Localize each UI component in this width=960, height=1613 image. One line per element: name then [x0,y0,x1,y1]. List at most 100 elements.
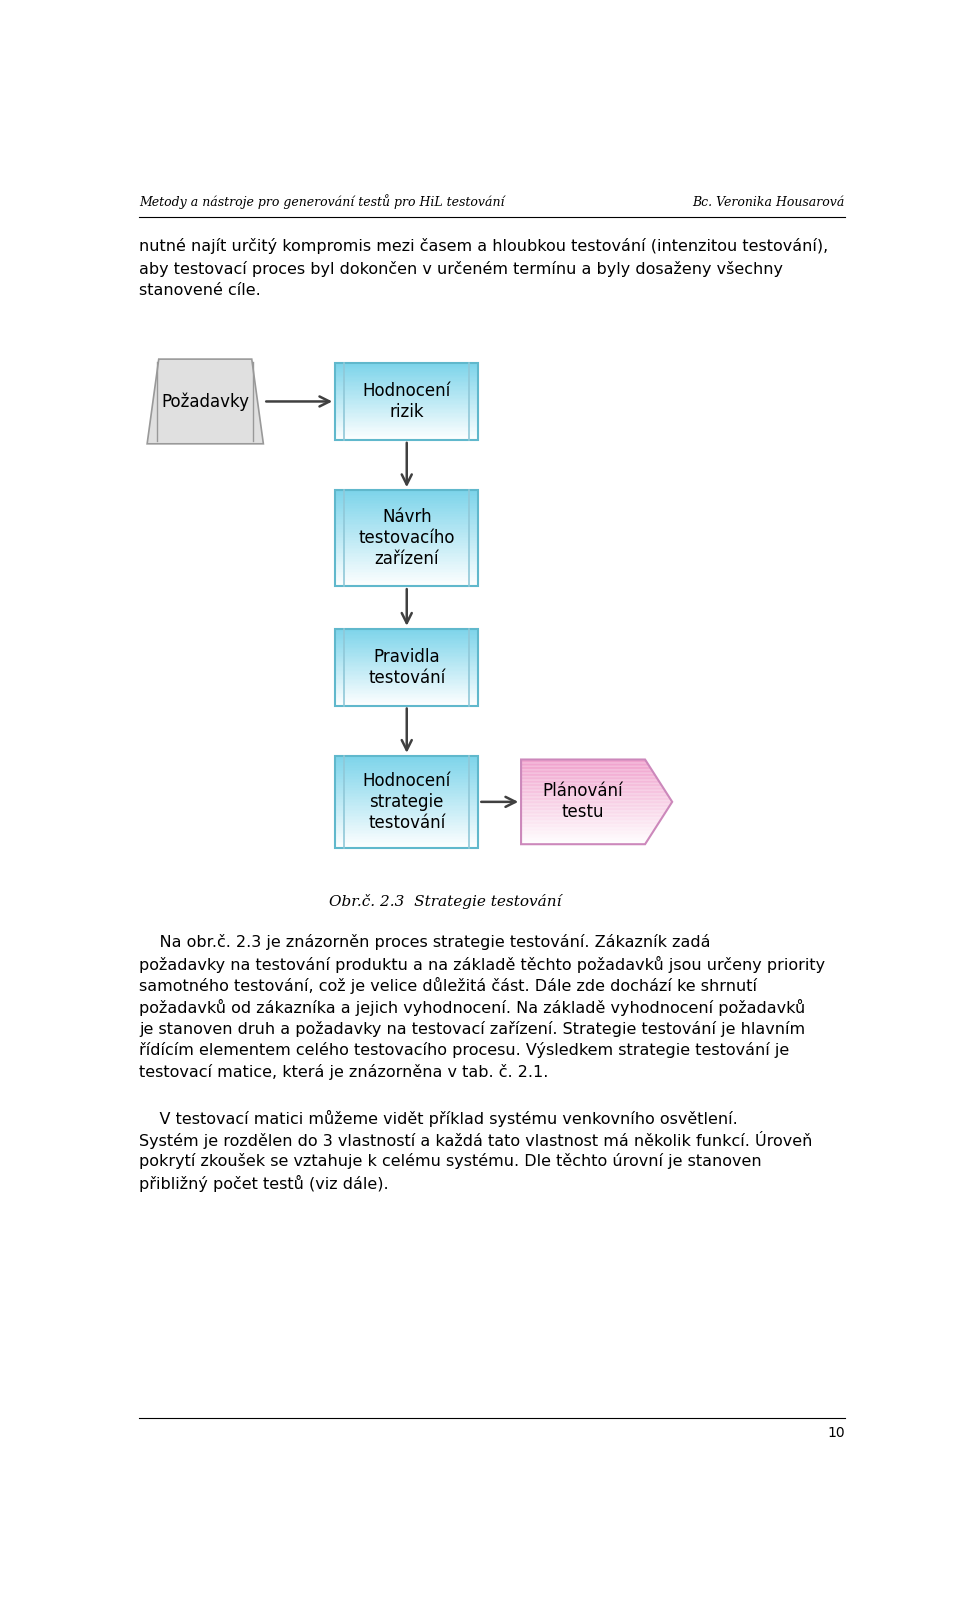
Bar [335,811,478,813]
Bar [335,566,478,568]
Bar [335,636,478,637]
Bar [335,805,478,806]
Bar [335,434,478,436]
Bar [335,652,478,653]
Bar [335,684,478,686]
Bar [335,519,478,521]
Bar [335,836,478,837]
Bar [335,369,478,371]
Bar [335,692,478,695]
Bar [335,416,478,418]
Bar [335,786,478,787]
Text: 10: 10 [827,1426,845,1439]
Bar [335,756,478,760]
Bar [335,569,478,571]
Bar [335,773,478,774]
Bar [335,645,478,647]
Bar [335,429,478,431]
Bar [335,789,478,790]
Bar [335,640,478,642]
Bar [335,648,478,650]
Bar [335,577,478,581]
Bar [335,398,478,400]
Bar [335,639,478,640]
Bar [335,636,478,639]
Bar [335,823,478,824]
Bar [335,402,478,403]
Bar [335,494,478,495]
Bar [335,536,478,537]
Text: Požadavky: Požadavky [161,392,250,411]
Bar [335,544,478,545]
Bar [335,432,478,434]
Bar [335,844,478,845]
Bar [335,648,478,650]
Bar [335,661,478,663]
Bar [335,690,478,692]
Bar [335,579,478,582]
Bar [335,563,478,565]
Bar [335,782,478,784]
Bar [335,810,478,811]
Text: požadavky na testování produktu a na základě těchto požadavků jsou určeny priori: požadavky na testování produktu a na zák… [139,957,826,973]
Bar [335,765,478,766]
Bar [335,431,478,432]
Text: Pravidla
testování: Pravidla testování [368,648,445,687]
Bar [335,695,478,697]
Bar [335,379,478,381]
Bar [335,840,478,842]
Bar [335,574,478,576]
Bar [335,408,478,410]
Bar [335,768,478,769]
Bar [335,500,478,502]
Bar [335,694,478,695]
Bar [335,815,478,816]
Bar [335,792,478,795]
Text: Bc. Veronika Housarová: Bc. Veronika Housarová [692,195,845,210]
Bar [335,421,478,423]
Bar [335,560,478,561]
Bar [335,703,478,705]
Bar [335,671,478,673]
Bar [335,832,478,834]
Bar [335,698,478,702]
Bar [335,702,478,703]
Bar [335,681,478,682]
Bar [335,436,478,437]
Bar [335,674,478,676]
Bar [335,513,478,515]
Bar [335,503,478,505]
Text: Systém je rozdělen do 3 vlastností a každá tato vlastnost má několik funkcí. Úro: Systém je rozdělen do 3 vlastností a kaž… [139,1131,813,1150]
Bar [335,371,478,373]
Bar [335,436,478,437]
Bar [335,498,478,500]
Bar [335,837,478,839]
Text: požadavků od zákazníka a jejich vyhodnocení. Na základě vyhodnocení požadavků: požadavků od zákazníka a jejich vyhodnoc… [139,998,805,1016]
Bar [335,821,478,823]
Bar [335,631,478,632]
Bar [335,389,478,390]
Bar [335,521,478,523]
Bar [335,555,478,556]
Bar [335,800,478,802]
Bar [335,661,478,663]
Bar [335,797,478,798]
Bar [335,774,478,776]
Bar [335,516,478,518]
Bar [335,700,478,702]
Bar [335,681,478,682]
Bar [335,571,478,573]
Bar [335,771,478,773]
Text: Hodnocení
strategie
testování: Hodnocení strategie testování [363,773,451,832]
Bar [335,574,478,577]
Bar [335,386,478,387]
Bar [335,553,478,555]
Bar [335,532,478,534]
Bar [335,505,478,506]
Bar [335,581,478,584]
Bar [335,787,478,789]
Bar [335,673,478,674]
Bar [335,789,478,792]
Bar [335,398,478,400]
Bar [335,698,478,700]
